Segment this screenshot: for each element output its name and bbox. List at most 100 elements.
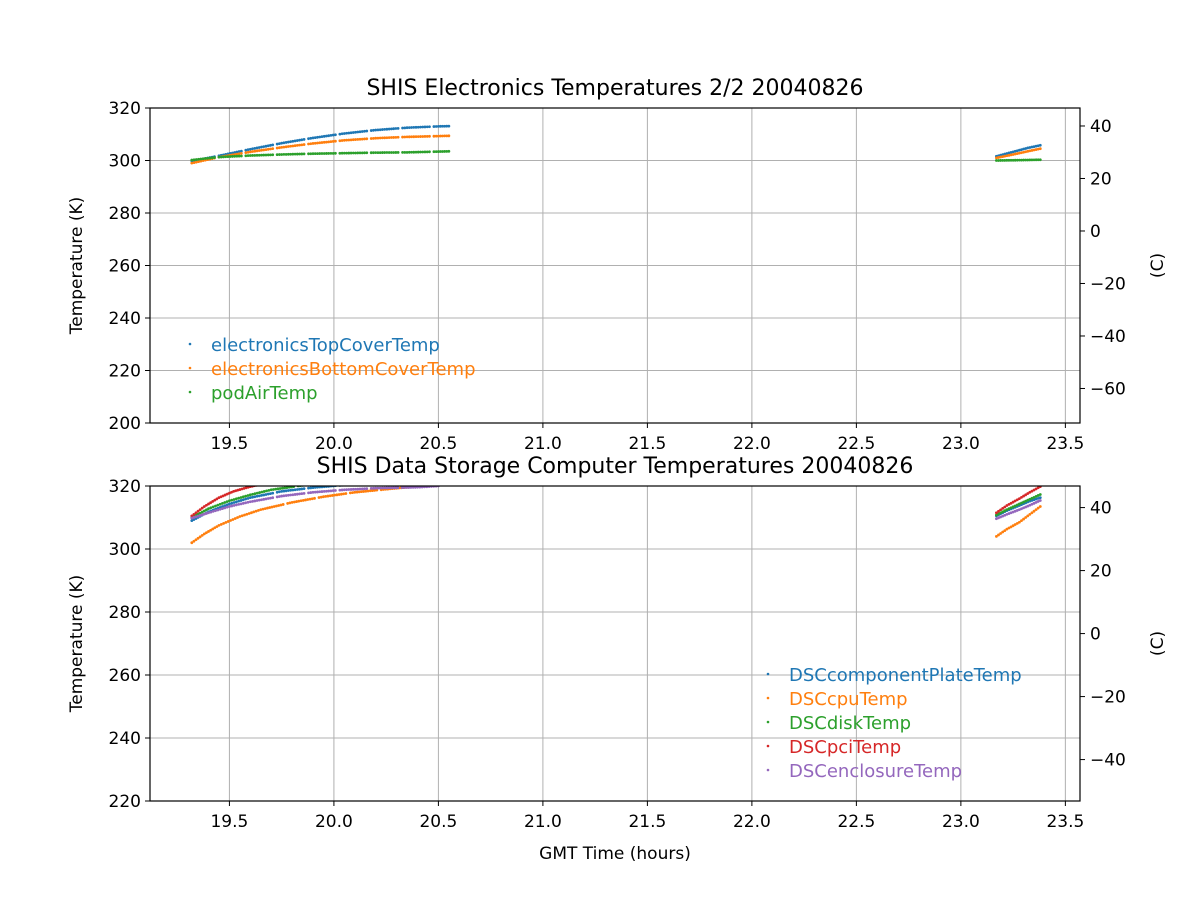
data-point: [250, 511, 253, 515]
data-point: [345, 131, 348, 135]
data-point: [405, 486, 408, 489]
data-point: [995, 159, 998, 162]
data-point: [225, 500, 229, 504]
data-point: [1001, 155, 1005, 158]
data-point: [425, 125, 429, 129]
data-point: [291, 488, 295, 492]
gridlines: [150, 486, 1080, 801]
data-point: [253, 149, 257, 153]
data-point: [363, 151, 366, 155]
data-point: [262, 490, 266, 493]
data-point: [366, 489, 370, 493]
data-point: [340, 132, 344, 136]
data-point: [1007, 158, 1011, 162]
plot-frame: [149, 485, 1081, 802]
legend-marker: [766, 672, 770, 676]
data-point: [414, 135, 418, 139]
legend-marker: [766, 744, 770, 748]
data-point: [428, 125, 431, 129]
data-point: [216, 508, 220, 512]
data-point: [340, 151, 344, 155]
data-point: [416, 150, 420, 154]
data-point: [374, 136, 378, 140]
data-point: [205, 503, 208, 507]
data-point: [241, 498, 245, 502]
data-point: [421, 125, 425, 129]
data-point: [286, 152, 290, 156]
data-point: [340, 139, 344, 142]
data-point: [257, 153, 261, 157]
data-point: [211, 509, 215, 513]
y-tick-label: 300: [109, 540, 141, 560]
legend-marker: [188, 342, 192, 346]
data-point: [358, 130, 362, 134]
data-point: [219, 495, 223, 499]
data-point: [447, 134, 451, 138]
data-point: [284, 494, 288, 497]
y2-tick-label: −20: [1090, 274, 1126, 294]
data-point: [1015, 498, 1019, 502]
data-point: [221, 502, 224, 505]
data-point: [244, 151, 248, 154]
data-point: [278, 495, 281, 498]
data-point: [233, 517, 237, 520]
data-point: [1032, 509, 1036, 513]
data-point: [192, 539, 196, 543]
x-tick-label: 21.0: [524, 434, 562, 454]
data-point: [262, 145, 266, 149]
data-point: [1009, 501, 1013, 505]
data-point: [1022, 150, 1025, 154]
data-point: [283, 486, 287, 490]
data-point: [389, 486, 393, 490]
data-point: [251, 492, 255, 496]
data-point: [226, 520, 230, 523]
data-point: [219, 522, 223, 526]
data-point: [280, 141, 284, 145]
data-point: [228, 491, 231, 495]
data-point: [419, 135, 422, 138]
data-point: [425, 134, 429, 138]
data-point: [347, 138, 351, 142]
data-point: [230, 490, 233, 494]
data-point: [295, 492, 299, 496]
y-tick-label: 320: [109, 477, 141, 497]
data-point: [264, 144, 268, 148]
data-point: [1030, 502, 1034, 506]
x-tick-labels: 19.5 20.0 20.5 21.0 21.5 22.0 22.5 23.0 23.5: [210, 423, 1084, 454]
data-point: [316, 486, 319, 489]
data-point: [199, 159, 203, 163]
data-point: [1024, 499, 1028, 503]
data-point: [997, 509, 1000, 513]
data-point: [275, 490, 279, 494]
data-point: [266, 506, 269, 510]
legend-entry: electronicsTopCoverTemp: [211, 335, 440, 356]
data-point: [439, 124, 442, 128]
data-point: [200, 533, 204, 537]
data-point: [286, 489, 290, 492]
data-point: [216, 503, 220, 507]
data-point: [1030, 511, 1034, 515]
data-point: [295, 139, 299, 142]
data-point: [199, 157, 203, 161]
data-point: [224, 521, 228, 524]
data-point: [209, 510, 213, 514]
data-point: [196, 509, 200, 513]
data-point: [1009, 158, 1013, 162]
data-point: [268, 506, 272, 509]
data-point: [403, 126, 407, 130]
data-point: [293, 139, 297, 143]
data-point: [274, 487, 278, 491]
data-point: [309, 491, 313, 494]
data-point: [223, 504, 227, 508]
data-point: [205, 508, 208, 512]
data-point: [447, 149, 451, 153]
data-point: [192, 518, 196, 521]
data-point: [1011, 524, 1015, 528]
data-point: [306, 498, 310, 501]
electronics-temperatures-panel: SHIS Electronics Temperatures 2/2 200408…: [67, 76, 1168, 454]
legend-entry: DSCdiskTemp: [789, 713, 911, 734]
data-point: [248, 147, 252, 151]
data-point: [363, 487, 366, 491]
y2-tick-label: 0: [1090, 625, 1101, 645]
data-point: [302, 138, 306, 141]
